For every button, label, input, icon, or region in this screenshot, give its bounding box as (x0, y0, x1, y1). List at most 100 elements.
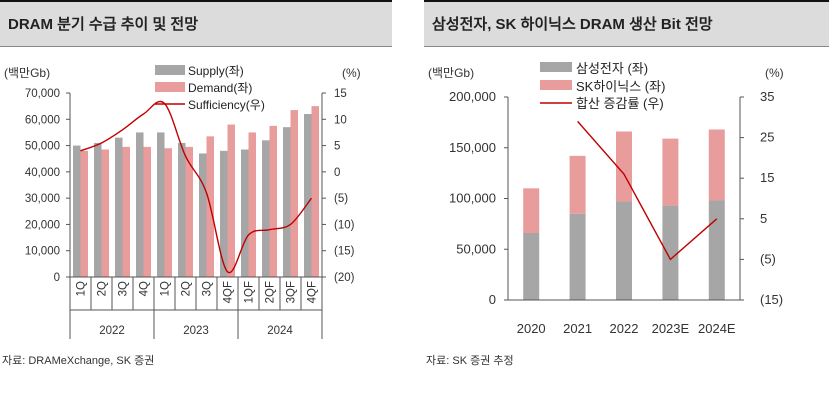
chart2-samsung-bar (523, 233, 540, 300)
chart1-x-tick-label: 3Q (118, 281, 130, 296)
chart1-right-tick: 15 (334, 88, 347, 100)
chart2-legend-samsung-swatch (540, 62, 572, 72)
chart1-demand-bar (269, 125, 277, 277)
chart1-demand-bar (164, 148, 172, 277)
chart1-right-tick: 0 (334, 167, 340, 179)
chart1-left-tick: 20,000 (25, 219, 60, 231)
chart2-samsung-bar (616, 201, 632, 300)
chart1-supply-bar (136, 132, 144, 277)
chart1-legend-supply-swatch (155, 65, 185, 75)
chart2-legend-growth: 합산 증감률 (우) (576, 96, 664, 111)
chart1-legend-demand: Demand(좌) (188, 81, 252, 95)
chart1-demand-bar (122, 146, 130, 277)
chart2-right-tick: 5 (760, 211, 767, 226)
dram-bit-production-chart: (백만Gb) (%) 200,000 150,000 100,000 50,000 0 35 2… (428, 61, 784, 336)
chart2-x-tick-label: 2023E (652, 321, 690, 336)
chart2-right-tick: 15 (760, 170, 774, 185)
chart2-legend-hynix-swatch (540, 80, 572, 90)
chart1-x-tick-label: 1Q (76, 281, 88, 296)
chart2-samsung-bar (708, 200, 725, 300)
chart1-supply-bar (199, 153, 207, 277)
dram-supply-demand-chart: (백만Gb) (%) 70,000 60,000 50,000 40,000 30,000 2… (4, 64, 361, 339)
chart1-left-tick: 0 (54, 272, 60, 284)
chart2-hynix-bar (569, 155, 586, 214)
chart2-hynix-bar (708, 129, 725, 201)
chart2-legend-samsung: 삼성전자 (좌) (576, 61, 648, 76)
chart1-demand-bar (80, 150, 88, 277)
chart1-right-tick: 10 (334, 114, 347, 126)
chart1-x-tick-label: 1Q (160, 281, 172, 296)
chart2-left-tick: 0 (489, 292, 496, 307)
chart2-x-tick-label: 2022 (610, 321, 639, 336)
chart1-year-label: 2024 (267, 325, 293, 337)
chart2-right-tick: (5) (760, 251, 776, 266)
chart1-supply-bar (262, 140, 270, 277)
chart1-right-tick: 5 (334, 141, 340, 153)
chart2-left-tick: 200,000 (449, 89, 496, 104)
chart1-left-tick: 30,000 (25, 193, 60, 205)
chart1-supply-bar (157, 132, 165, 277)
chart1-right-tick: (10) (334, 219, 355, 231)
chart1-supply-bar (283, 127, 291, 278)
chart1-source: 자료: DRAMeXchange, SK 증권 (2, 355, 155, 367)
chart2-growth-line (577, 120, 718, 261)
chart2-left-tick: 150,000 (449, 140, 496, 155)
chart1-legend-demand-swatch (155, 82, 185, 92)
chart1-legend-sufficiency: Sufficiency(우) (188, 98, 265, 112)
chart2-samsung-bar (569, 213, 586, 300)
chart1-demand-bar (143, 146, 151, 277)
chart1-left-tick: 60,000 (25, 114, 60, 126)
chart2-hynix-bar (523, 188, 540, 234)
chart2-right-tick: 35 (760, 89, 774, 104)
chart2-left-tick: 100,000 (449, 191, 496, 206)
chart2-x-tick-label: 2021 (563, 321, 592, 336)
chart2-x-tick-label: 2024E (698, 321, 736, 336)
chart1-demand-bar (248, 132, 256, 277)
chart1-left-tick: 10,000 (25, 246, 60, 258)
chart1-supply-bar (178, 142, 186, 277)
chart1-title: DRAM 분기 수급 추이 및 전망 (0, 0, 392, 47)
chart2-left-tick: 50,000 (456, 241, 496, 256)
chart2-legend-hynix: SK하이닉스 (좌) (576, 79, 665, 94)
chart1-x-tick-label: 3Q (202, 281, 214, 296)
chart2-hynix-bar (616, 131, 632, 202)
chart1-supply-bar (241, 149, 249, 277)
chart2-left-unit: (백만Gb) (428, 66, 474, 80)
chart1-left-tick: 50,000 (25, 141, 60, 153)
chart1-x-tick-label: 4Q (139, 281, 151, 296)
chart2-right-tick: (15) (760, 292, 783, 307)
chart1-supply-bar (220, 150, 228, 277)
chart2-samsung-bar (662, 205, 679, 300)
chart2-right-tick: 25 (760, 130, 774, 145)
chart1-right-tick: (20) (334, 272, 355, 284)
chart1-x-tick-label: 2QF (265, 281, 277, 303)
chart2-x-tick-label: 2020 (517, 321, 546, 336)
chart1-demand-bar (311, 106, 319, 278)
chart1-left-unit: (백만Gb) (4, 66, 50, 80)
chart1-x-tick-label: 4QF (223, 281, 235, 303)
chart1-demand-bar (290, 110, 298, 277)
chart1-x-tick-label: 2Q (97, 281, 109, 296)
chart1-supply-bar (73, 145, 81, 277)
chart1-supply-bar (304, 114, 312, 278)
chart2-hynix-bar (662, 138, 679, 206)
chart1-right-unit: (%) (342, 66, 361, 80)
chart1-sufficiency-line (80, 100, 313, 274)
chart2-source: 자료: SK 증권 추정 (426, 355, 514, 367)
chart1-year-label: 2023 (183, 325, 209, 337)
chart1-x-tick-label: 1QF (244, 281, 256, 303)
chart1-legend-supply: Supply(좌) (188, 64, 244, 78)
chart1-right-tick: (5) (334, 193, 348, 205)
chart1-demand-bar (185, 146, 193, 277)
chart1-right-tick: (15) (334, 246, 355, 258)
chart1-left-tick: 70,000 (25, 88, 60, 100)
chart2-right-unit: (%) (765, 66, 784, 80)
chart1-x-tick-label: 3QF (286, 281, 298, 303)
chart1-supply-bar (115, 137, 123, 277)
chart1-x-tick-label: 4QF (307, 281, 319, 303)
chart2-title: 삼성전자, SK 하이닉스 DRAM 생산 Bit 전망 (424, 0, 829, 47)
chart1-supply-bar (94, 142, 102, 277)
chart1-left-tick: 40,000 (25, 167, 60, 179)
chart1-year-label: 2022 (99, 325, 125, 337)
chart1-demand-bar (227, 124, 235, 278)
